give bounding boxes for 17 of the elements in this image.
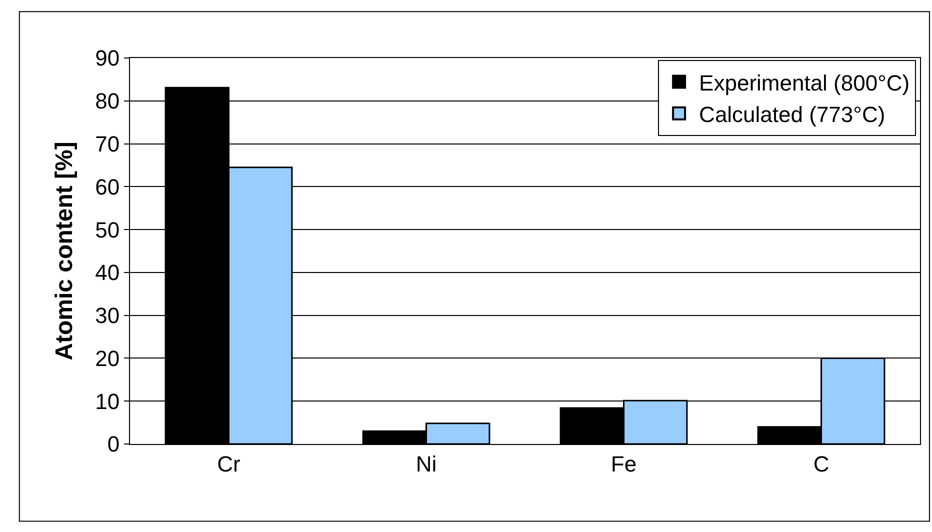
y-tick-label: 90 [95,46,120,71]
y-tick-label: 20 [95,346,120,371]
x-tick-label: Fe [610,451,637,476]
x-tick-label: Cr [217,451,240,476]
y-tick-label: 40 [95,260,120,286]
y-tick-label: 0 [107,432,120,457]
y-tick-label: 80 [95,88,120,114]
y-tick-label: 70 [95,131,120,156]
y-axis-title: Atomic content [%] [51,142,78,360]
legend-label: Calculated (773°C) [699,102,886,127]
legend-label: Experimental (800°C) [699,70,910,96]
y-tick-label: 50 [95,217,120,242]
y-tick-label: 60 [95,174,120,200]
x-tick-label: C [813,451,830,476]
x-tick-label: Ni [416,451,437,476]
y-tick-label: 10 [95,388,120,414]
y-tick-label: 30 [95,303,120,328]
